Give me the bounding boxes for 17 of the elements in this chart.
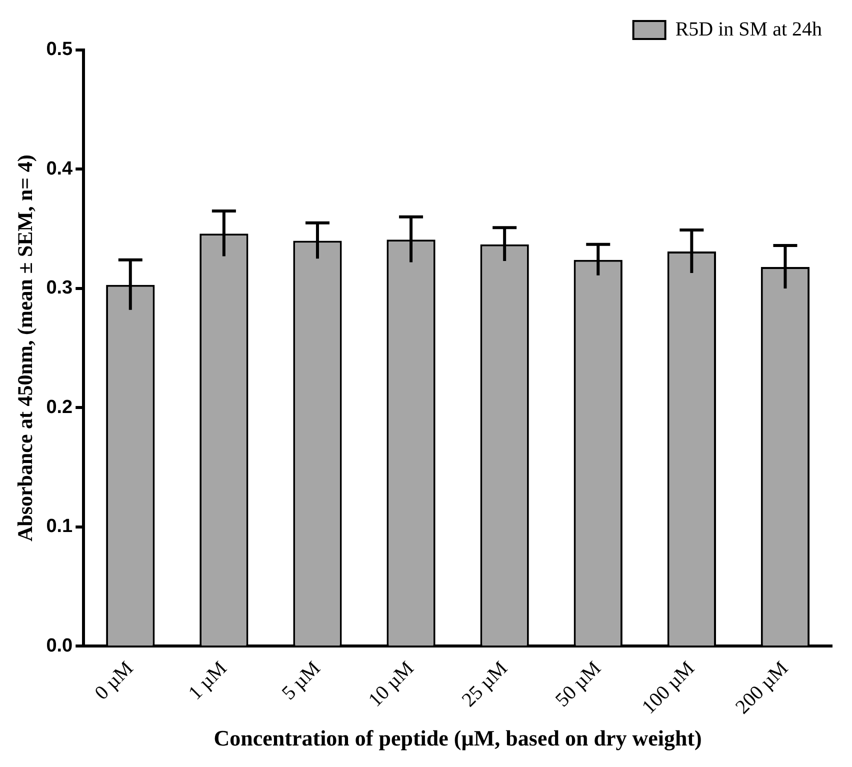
x-tick-label: 5 µM	[278, 657, 325, 704]
y-tick-label: 0.4	[46, 158, 74, 180]
x-tick-label: 25 µM	[458, 657, 512, 712]
y-tick-label: 0.5	[46, 39, 74, 60]
y-tick-label: 0.0	[46, 635, 73, 656]
y-tick-label: 0.1	[46, 516, 74, 538]
x-tick-label: 1 µM	[184, 657, 232, 704]
y-tick-label: 0.2	[46, 396, 73, 418]
x-tick-label: 50 µM	[551, 657, 606, 712]
x-tick-label: 10 µM	[364, 657, 418, 712]
x-tick-label: 0 µM	[90, 657, 138, 704]
x-tick-label: 100 µM	[638, 657, 700, 718]
y-tick-label: 0.3	[46, 278, 73, 299]
x-axis-title: Concentration of peptide (µM, based on dry weight)	[214, 725, 702, 750]
x-tick-label: 200 µM	[731, 657, 793, 718]
y-axis-title: Absorbance at 450nm, (mean ± SEM, n= 4)	[13, 154, 38, 542]
legend-label: R5D in SM at 24h	[675, 18, 822, 40]
